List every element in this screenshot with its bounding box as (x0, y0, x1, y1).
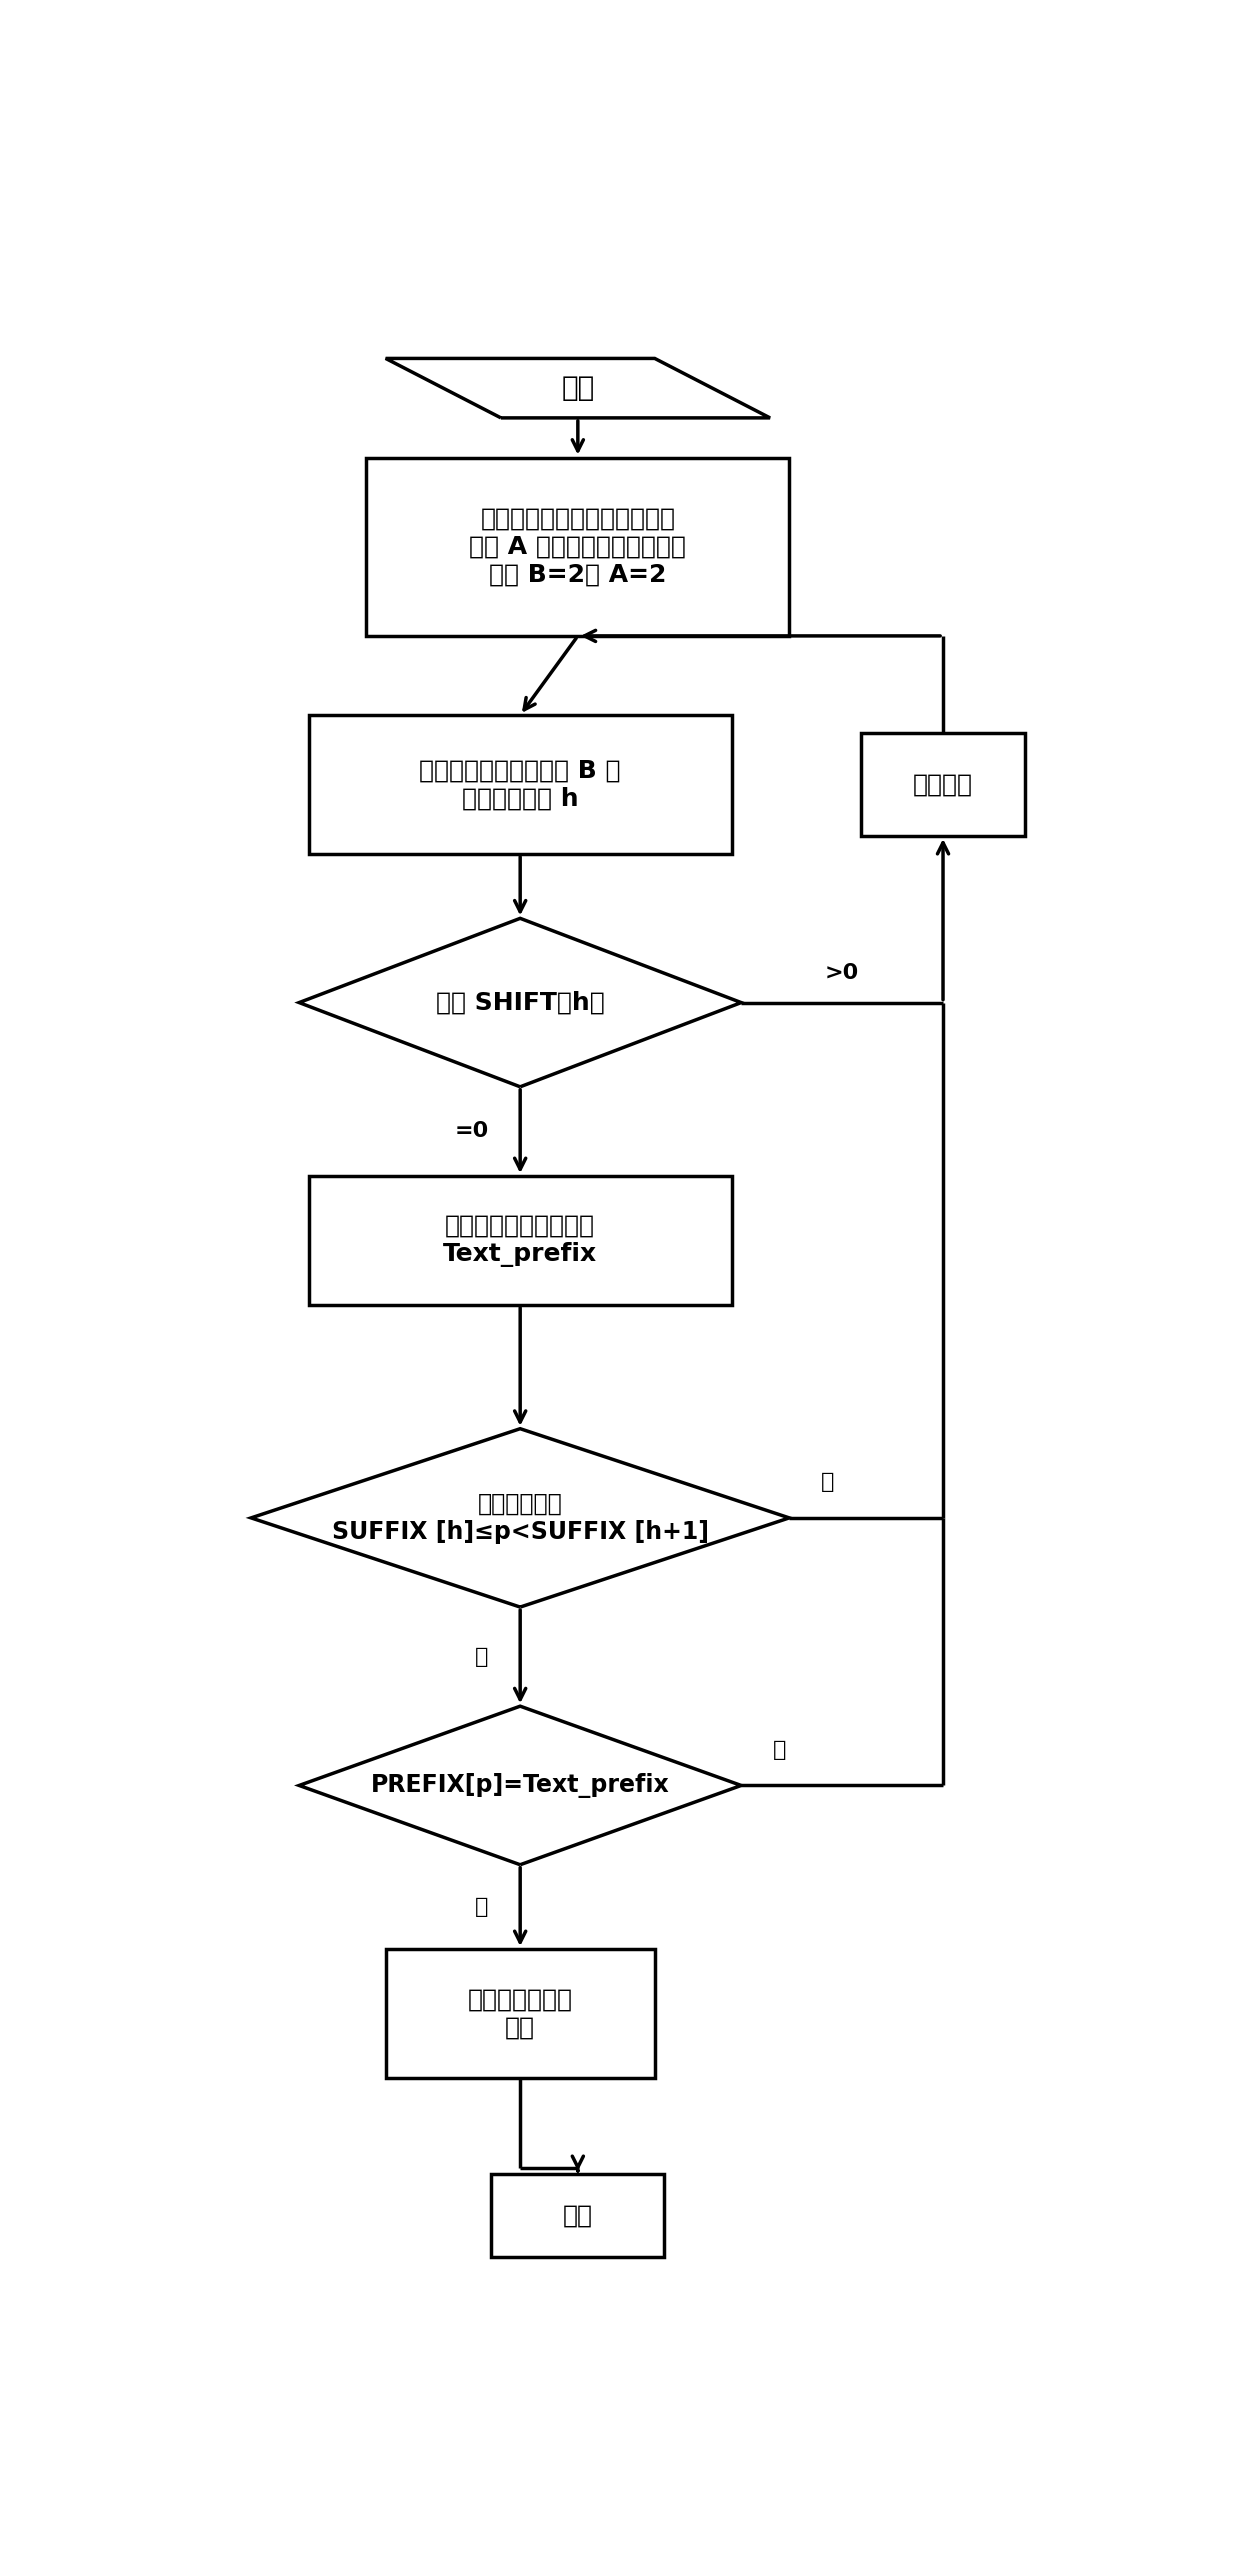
Text: 是: 是 (475, 1897, 489, 1918)
Polygon shape (299, 919, 742, 1086)
Bar (309, 716, 732, 855)
Text: 匹配文本与当前
模式: 匹配文本与当前 模式 (467, 1987, 573, 2039)
Bar (862, 734, 1024, 837)
Text: 结束: 结束 (563, 2203, 593, 2227)
Text: 计算文本前缀的哈希値
Text_prefix: 计算文本前缀的哈希値 Text_prefix (443, 1215, 598, 1266)
Text: 移动文本: 移动文本 (913, 772, 973, 795)
Text: 否: 否 (773, 1740, 786, 1761)
Polygon shape (299, 1707, 742, 1864)
Bar (386, 1949, 655, 2077)
Text: =0: =0 (455, 1122, 490, 1140)
Text: 检查所有满足
SUFFIX [h]≤p<SUFFIX [h+1]: 检查所有满足 SUFFIX [h]≤p<SUFFIX [h+1] (331, 1493, 709, 1544)
Text: 计算文本当前被扫描的 B 个
字符的哈希値 h: 计算文本当前被扫描的 B 个 字符的哈希値 h (419, 759, 621, 811)
Polygon shape (386, 358, 770, 417)
Text: 是: 是 (475, 1647, 489, 1665)
Text: 否: 否 (821, 1472, 835, 1493)
Bar (309, 1176, 732, 1305)
Text: >0: >0 (825, 963, 859, 983)
Bar (367, 458, 789, 636)
Text: PREFIX[p]=Text_prefix: PREFIX[p]=Text_prefix (371, 1773, 670, 1799)
Polygon shape (250, 1429, 789, 1606)
Text: 预处理模式集合，计算所有模
式头 A 个字符前缀的哈希値，
并取 B=2； A=2: 预处理模式集合，计算所有模 式头 A 个字符前缀的哈希値， 并取 B=2； A=… (470, 507, 686, 587)
Text: 检查 SHIFT（h）: 检查 SHIFT（h） (435, 991, 605, 1014)
Text: 开始: 开始 (562, 373, 594, 402)
Bar (491, 2175, 665, 2257)
